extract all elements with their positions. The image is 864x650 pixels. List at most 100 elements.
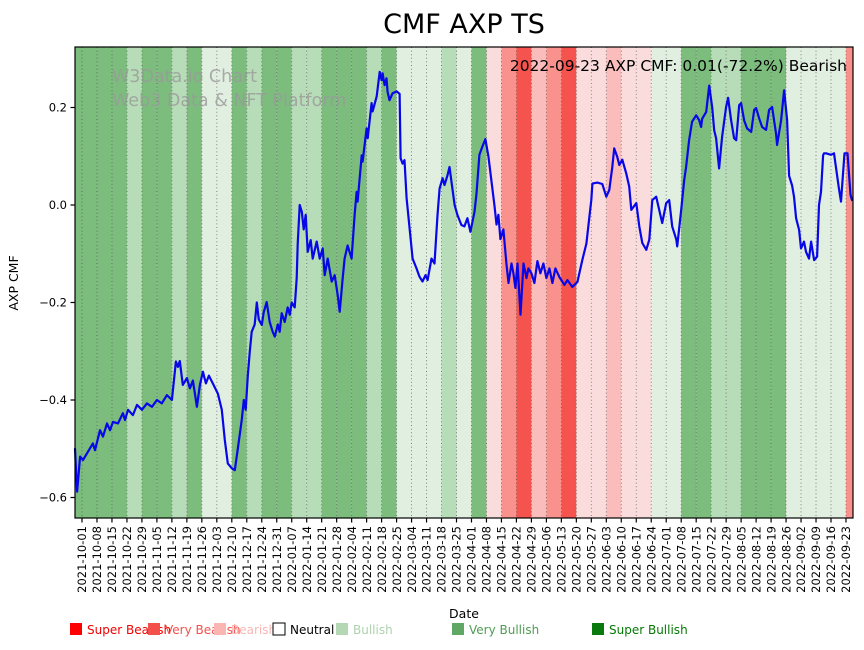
sentiment-band-2022-01-14: [306, 47, 322, 518]
annotation-label: 2022-09-23 AXP CMF: 0.01(-72.2%) Bearish: [510, 57, 847, 75]
x-tick-label: 2022-02-18: [375, 526, 389, 593]
sentiment-band-2021-12-31: [276, 47, 292, 518]
legend-item-bullish: Bullish: [336, 623, 393, 637]
sentiment-band-2021-12-17: [246, 47, 262, 518]
y-tick-label: −0.6: [39, 491, 67, 505]
sentiment-bands-layer: [75, 47, 853, 518]
x-tick-label: 2021-11-12: [165, 526, 179, 593]
x-tick-label: 2022-05-27: [585, 526, 599, 593]
x-tick-label: 2021-11-19: [180, 526, 194, 593]
y-tick-label: −0.2: [39, 296, 67, 310]
x-tick-label: 2022-01-28: [330, 526, 344, 593]
legend-label: Super Bullish: [609, 623, 688, 637]
legend-label: Bullish: [353, 623, 393, 637]
x-tick-label: 2022-02-25: [390, 526, 404, 593]
sentiment-band-2021-12-03: [216, 47, 232, 518]
x-tick-label: 2022-04-15: [495, 526, 509, 593]
x-tick-label: 2021-11-05: [150, 526, 164, 593]
x-tick-label: 2021-12-03: [210, 526, 224, 593]
sentiment-band-2022-07-01: [666, 47, 682, 518]
legend-label: Very Bearish: [165, 623, 241, 637]
legend-swatch: [214, 623, 226, 635]
sentiment-band-2021-12-10: [231, 47, 247, 518]
x-tick-label: 2022-05-13: [555, 526, 569, 593]
x-tick-label: 2022-07-01: [659, 526, 673, 593]
x-tick-label: 2022-01-21: [315, 526, 329, 593]
sentiment-band-2022-05-27: [591, 47, 607, 518]
sentiment-band-2022-03-04: [411, 47, 427, 518]
sentiment-band-2022-04-01: [471, 47, 487, 518]
legend-swatch: [452, 623, 464, 635]
sentiment-band-2022-03-18: [441, 47, 457, 518]
watermark-line1: W3Data.io Chart: [112, 67, 257, 87]
sentiment-band-2022-01-28: [336, 47, 352, 518]
sentiment-band-2022-09-02: [801, 47, 817, 518]
chart-title: CMF AXP TS: [383, 9, 545, 40]
x-tick-label: 2022-03-25: [450, 526, 464, 593]
sentiment-band-2022-08-05: [741, 47, 757, 518]
legend-label: Bearish: [231, 623, 276, 637]
sentiment-band-2022-03-25: [456, 47, 472, 518]
x-tick-label: 2022-08-12: [749, 526, 763, 593]
x-tick-label: 2022-06-24: [644, 526, 658, 593]
x-tick-label: 2021-12-24: [255, 526, 269, 593]
legend-item-super-bullish: Super Bullish: [592, 623, 688, 637]
x-tick-label: 2022-07-08: [674, 526, 688, 593]
sentiment-band-2021-10-29: [141, 47, 157, 518]
gridlines-layer: [81, 47, 847, 518]
x-tick-label: 2021-11-26: [195, 526, 209, 593]
x-tick-label: 2022-05-20: [570, 526, 584, 593]
sentiment-band-2022-08-19: [771, 47, 787, 518]
sentiment-band-2022-09-23: [845, 47, 853, 518]
sentiment-band-2022-02-18: [381, 47, 397, 518]
sentiment-band-2022-06-17: [636, 47, 652, 518]
y-tick-label: 0.2: [49, 101, 67, 115]
sentiment-band-2022-09-09: [816, 47, 831, 518]
legend-swatch: [70, 623, 82, 635]
x-tick-label: 2022-08-05: [734, 526, 748, 593]
x-tick-label: 2021-12-10: [225, 526, 239, 593]
sentiment-band-2021-11-26: [201, 47, 217, 518]
watermark-line2: Web3 Data & NFT Platform: [112, 91, 346, 111]
x-tick-label: 2022-08-19: [764, 526, 778, 593]
x-tick-label: 2022-07-22: [704, 526, 718, 593]
sentiment-band-2022-08-12: [756, 47, 772, 518]
y-tick-label: 0.0: [49, 198, 67, 212]
sentiment-band-2022-02-25: [396, 47, 412, 518]
y-tick-label: −0.4: [39, 393, 67, 407]
legend-item-neutral: Neutral: [272, 622, 334, 637]
x-tick-label: 2021-12-17: [240, 526, 254, 593]
sentiment-band-2021-10-15: [111, 47, 127, 518]
y-axis-label: AXP CMF: [6, 255, 21, 310]
x-tick-label: 2021-10-08: [90, 526, 104, 593]
x-tick-label: 2022-01-07: [285, 526, 299, 593]
legend-label: Very Bullish: [469, 623, 539, 637]
sentiment-band-2022-05-20: [576, 47, 592, 518]
x-tick-label: 2022-03-11: [420, 526, 434, 593]
legend-swatch: [272, 622, 286, 636]
sentiment-band-2022-08-26: [786, 47, 802, 518]
x-tick-label: 2022-04-22: [510, 526, 524, 593]
sentiment-band-2021-12-24: [261, 47, 277, 518]
x-tick-label: 2021-10-22: [120, 526, 134, 593]
x-tick-label: 2021-10-29: [135, 526, 149, 593]
x-tick-label: 2022-07-29: [719, 526, 733, 593]
x-tick-label: 2022-09-23: [839, 526, 853, 593]
sentiment-band-2022-01-07: [291, 47, 307, 518]
sentiment-band-2021-11-12: [171, 47, 187, 518]
legend-swatch: [592, 623, 604, 635]
sentiment-band-2021-10-22: [126, 47, 142, 518]
x-tick-label: 2022-09-16: [824, 526, 838, 593]
x-tick-label: 2022-04-29: [525, 526, 539, 593]
x-tick-label: 2022-08-26: [779, 526, 793, 593]
legend-label: Neutral: [290, 623, 334, 637]
legend-swatch: [336, 623, 348, 635]
x-tick-label: 2022-06-17: [629, 526, 643, 593]
sentiment-band-2022-04-22: [516, 47, 532, 518]
sentiment-band-2022-07-15: [696, 47, 712, 518]
sentiment-band-2021-10-08: [96, 47, 112, 518]
x-tick-label: 2022-04-08: [480, 526, 494, 593]
